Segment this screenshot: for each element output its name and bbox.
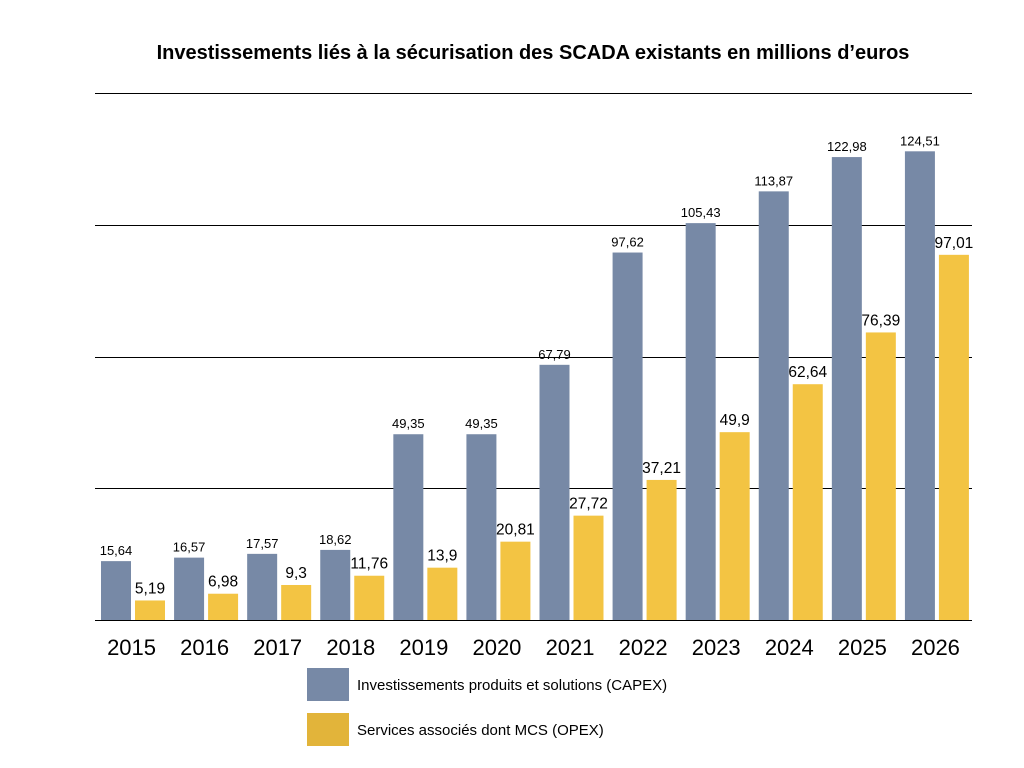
value-label-opex-2024: 62,64 [788,364,827,381]
bar-opex-2016 [208,593,239,620]
value-label-opex-2019: 13,9 [427,548,457,565]
legend: Investissements produits et solutions (C… [307,668,667,746]
bar-opex-2015 [135,600,165,620]
x-tick-2024: 2024 [765,635,814,660]
value-label-opex-2021: 27,72 [569,496,608,513]
value-label-opex-2015: 5,19 [135,580,165,597]
bar-capex-2022 [612,252,643,620]
x-tick-2021: 2021 [546,635,595,660]
x-tick-2022: 2022 [619,635,668,660]
bar-capex-2018 [320,549,351,620]
bar-opex-2025 [865,332,896,620]
value-label-opex-2017: 9,3 [285,565,307,582]
value-label-capex-2021: 67,79 [538,347,571,362]
bar-opex-2018 [354,575,385,620]
value-labels: 15,64 5,19 16,57 6,98 17,57 9,3 18,62 11,76 49,3… [100,133,974,597]
x-tick-2026: 2026 [911,635,960,660]
bar-opex-2022 [646,479,677,620]
value-label-opex-2026: 97,01 [935,235,974,252]
value-label-capex-2020: 49,35 [465,416,498,431]
bar-capex-2020 [466,434,497,620]
bar-opex-2026 [938,254,969,620]
chart-title: Investissements liés à la sécurisation d… [157,42,910,64]
value-label-opex-2018: 11,76 [350,556,388,573]
bar-capex-2019 [393,434,424,620]
value-label-capex-2017: 17,57 [246,536,279,551]
x-tick-2020: 2020 [472,635,521,660]
x-tick-2019: 2019 [399,635,448,660]
bar-opex-2017 [281,584,312,620]
value-label-capex-2016: 16,57 [173,540,206,555]
bar-capex-2026 [904,151,935,621]
legend-swatch-opex [307,713,349,746]
bar-opex-2023 [719,432,750,620]
x-tick-2015: 2015 [107,635,156,660]
bar-capex-2024 [758,191,789,620]
bar-opex-2021 [573,515,604,620]
value-label-capex-2023: 105,43 [681,205,721,220]
x-tick-2023: 2023 [692,635,741,660]
value-label-opex-2022: 37,21 [642,460,681,477]
value-label-capex-2025: 122,98 [827,139,867,154]
bar-capex-2015 [101,561,131,620]
gridlines [95,93,972,621]
value-label-opex-2023: 49,9 [720,412,750,429]
bar-capex-2016 [174,557,205,620]
bar-opex-2024 [792,384,823,620]
bar-opex-2019 [427,567,458,620]
value-label-opex-2016: 6,98 [208,574,238,591]
value-label-opex-2025: 76,39 [861,312,900,329]
x-tick-2016: 2016 [180,635,229,660]
value-label-capex-2026: 124,51 [900,133,940,148]
bars [101,151,969,621]
bar-capex-2021 [539,364,570,620]
legend-swatch-capex [307,668,349,701]
bar-capex-2017 [247,553,278,620]
x-tick-2018: 2018 [326,635,375,660]
legend-label-capex: Investissements produits et solutions (C… [357,677,667,694]
x-axis-tick-labels: 2015 2016 2017 2018 2019 2020 2021 2022 2023 2024… [107,635,960,660]
value-label-capex-2018: 18,62 [319,532,352,547]
x-tick-2025: 2025 [838,635,887,660]
bar-capex-2023 [685,223,716,621]
value-label-capex-2019: 49,35 [392,416,425,431]
value-label-capex-2015: 15,64 [100,543,133,558]
value-label-capex-2022: 97,62 [611,235,644,250]
x-tick-2017: 2017 [253,635,302,660]
bar-opex-2020 [500,541,531,620]
value-label-opex-2020: 20,81 [496,522,535,539]
bar-capex-2025 [831,157,862,620]
value-label-capex-2024: 113,87 [754,173,793,188]
legend-label-opex: Services associés dont MCS (OPEX) [357,722,604,739]
